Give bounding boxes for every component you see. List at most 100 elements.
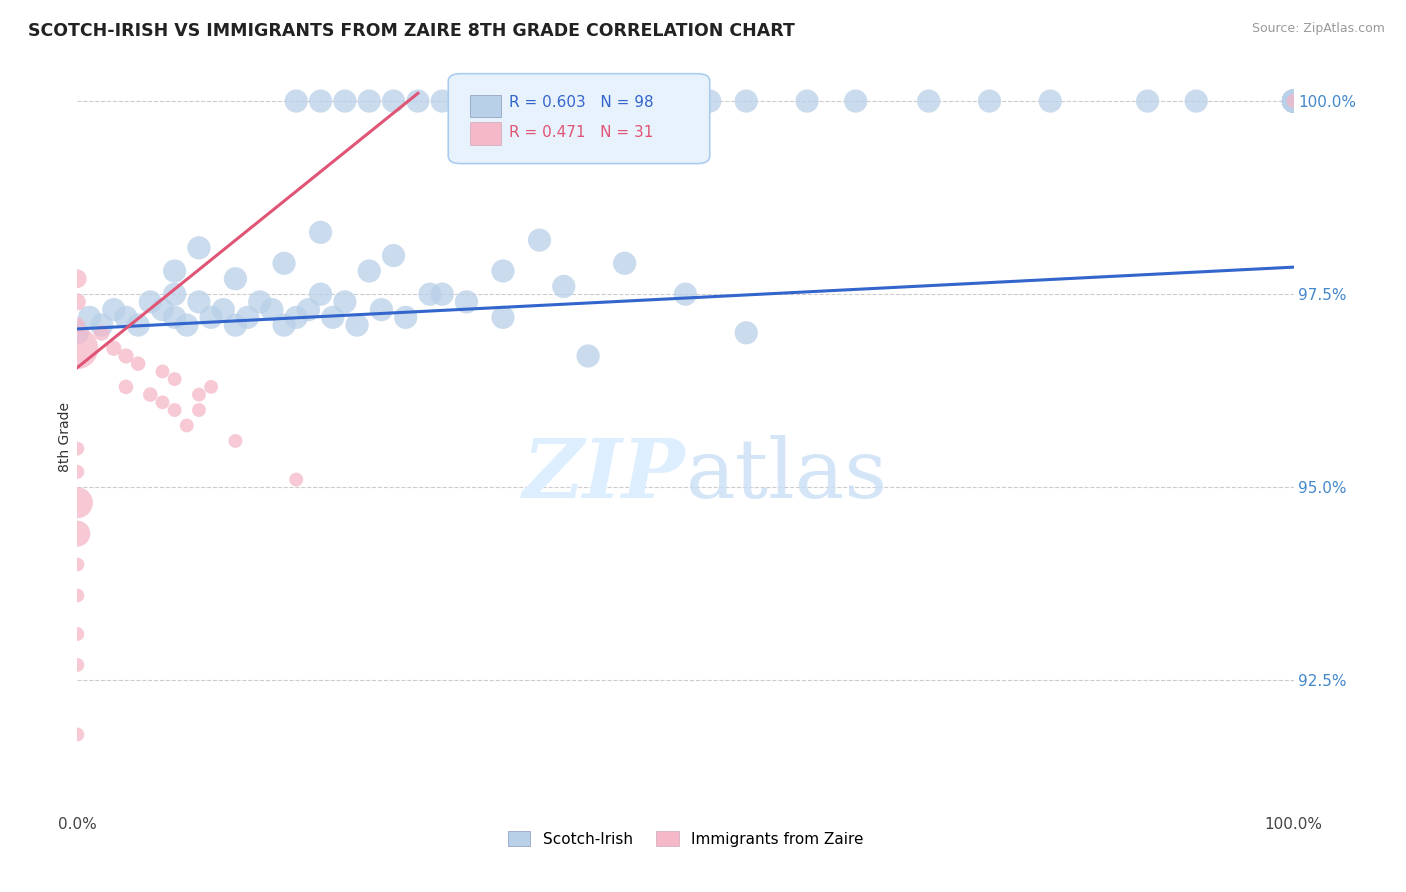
Point bbox=[163, 264, 186, 278]
Text: atlas: atlas bbox=[686, 434, 887, 515]
Point bbox=[139, 294, 162, 309]
Point bbox=[212, 302, 235, 317]
Point bbox=[163, 403, 186, 417]
Point bbox=[188, 403, 211, 417]
Point bbox=[492, 310, 515, 325]
Point bbox=[249, 294, 271, 309]
Point bbox=[115, 349, 138, 363]
Point bbox=[322, 310, 344, 325]
Point bbox=[406, 94, 429, 108]
Point bbox=[1282, 94, 1305, 108]
Point bbox=[127, 318, 149, 332]
Point bbox=[200, 310, 222, 325]
Point bbox=[285, 310, 308, 325]
Text: Source: ZipAtlas.com: Source: ZipAtlas.com bbox=[1251, 22, 1385, 36]
Point bbox=[285, 94, 308, 108]
Point bbox=[103, 302, 125, 317]
Point bbox=[1282, 94, 1305, 108]
Point bbox=[553, 279, 575, 293]
Point bbox=[1282, 94, 1305, 108]
Point bbox=[224, 318, 246, 332]
Point bbox=[346, 318, 368, 332]
Point bbox=[152, 302, 174, 317]
Point bbox=[66, 558, 89, 572]
Point bbox=[553, 94, 575, 108]
Point bbox=[66, 526, 89, 541]
Point bbox=[979, 94, 1001, 108]
FancyBboxPatch shape bbox=[470, 95, 501, 117]
Point bbox=[576, 349, 599, 363]
Text: ZIP: ZIP bbox=[523, 434, 686, 515]
Point bbox=[188, 241, 211, 255]
Point bbox=[529, 94, 551, 108]
FancyBboxPatch shape bbox=[470, 122, 501, 145]
Point bbox=[359, 264, 381, 278]
Point bbox=[260, 302, 283, 317]
Point bbox=[66, 627, 89, 641]
Point bbox=[430, 287, 453, 301]
Text: R = 0.603   N = 98: R = 0.603 N = 98 bbox=[509, 95, 654, 110]
Point bbox=[90, 326, 112, 340]
Point bbox=[224, 271, 246, 285]
Point bbox=[127, 357, 149, 371]
Point bbox=[333, 94, 356, 108]
Point bbox=[1282, 94, 1305, 108]
Point bbox=[430, 94, 453, 108]
Point bbox=[309, 94, 332, 108]
Point bbox=[90, 318, 112, 332]
Point bbox=[1282, 94, 1305, 108]
Point bbox=[200, 380, 222, 394]
Point bbox=[66, 727, 89, 741]
Point bbox=[285, 473, 308, 487]
Point bbox=[1282, 94, 1305, 108]
Point bbox=[152, 364, 174, 378]
Point bbox=[103, 341, 125, 355]
Point bbox=[479, 94, 502, 108]
Point bbox=[273, 318, 295, 332]
Point bbox=[163, 310, 186, 325]
Point bbox=[115, 380, 138, 394]
FancyBboxPatch shape bbox=[449, 74, 710, 163]
Point bbox=[1136, 94, 1159, 108]
Point bbox=[152, 395, 174, 409]
Point bbox=[297, 302, 319, 317]
Point bbox=[1282, 94, 1305, 108]
Point bbox=[1282, 94, 1305, 108]
Point bbox=[66, 326, 89, 340]
Point bbox=[163, 287, 186, 301]
Point bbox=[613, 256, 636, 270]
Point bbox=[382, 248, 405, 262]
Point bbox=[163, 372, 186, 386]
Point bbox=[699, 94, 721, 108]
Point bbox=[1282, 94, 1305, 108]
Point bbox=[1282, 94, 1305, 108]
Point bbox=[1282, 94, 1305, 108]
Point bbox=[79, 310, 101, 325]
Point bbox=[1282, 94, 1305, 108]
Point bbox=[675, 287, 697, 301]
Legend: Scotch-Irish, Immigrants from Zaire: Scotch-Irish, Immigrants from Zaire bbox=[502, 824, 869, 853]
Point bbox=[503, 94, 526, 108]
Text: SCOTCH-IRISH VS IMMIGRANTS FROM ZAIRE 8TH GRADE CORRELATION CHART: SCOTCH-IRISH VS IMMIGRANTS FROM ZAIRE 8T… bbox=[28, 22, 794, 40]
Point bbox=[66, 318, 89, 332]
Point bbox=[675, 94, 697, 108]
Point bbox=[359, 94, 381, 108]
Point bbox=[918, 94, 941, 108]
Point bbox=[66, 341, 89, 355]
Point bbox=[456, 294, 478, 309]
Point bbox=[626, 94, 648, 108]
Point bbox=[1282, 94, 1305, 108]
Point bbox=[236, 310, 259, 325]
Point bbox=[395, 310, 418, 325]
Point bbox=[139, 387, 162, 401]
Point bbox=[176, 318, 198, 332]
Point bbox=[1282, 94, 1305, 108]
Point bbox=[456, 94, 478, 108]
Point bbox=[845, 94, 868, 108]
Point bbox=[492, 264, 515, 278]
Point bbox=[796, 94, 818, 108]
Point bbox=[273, 256, 295, 270]
Point bbox=[576, 94, 599, 108]
Point bbox=[309, 287, 332, 301]
Point bbox=[529, 233, 551, 247]
